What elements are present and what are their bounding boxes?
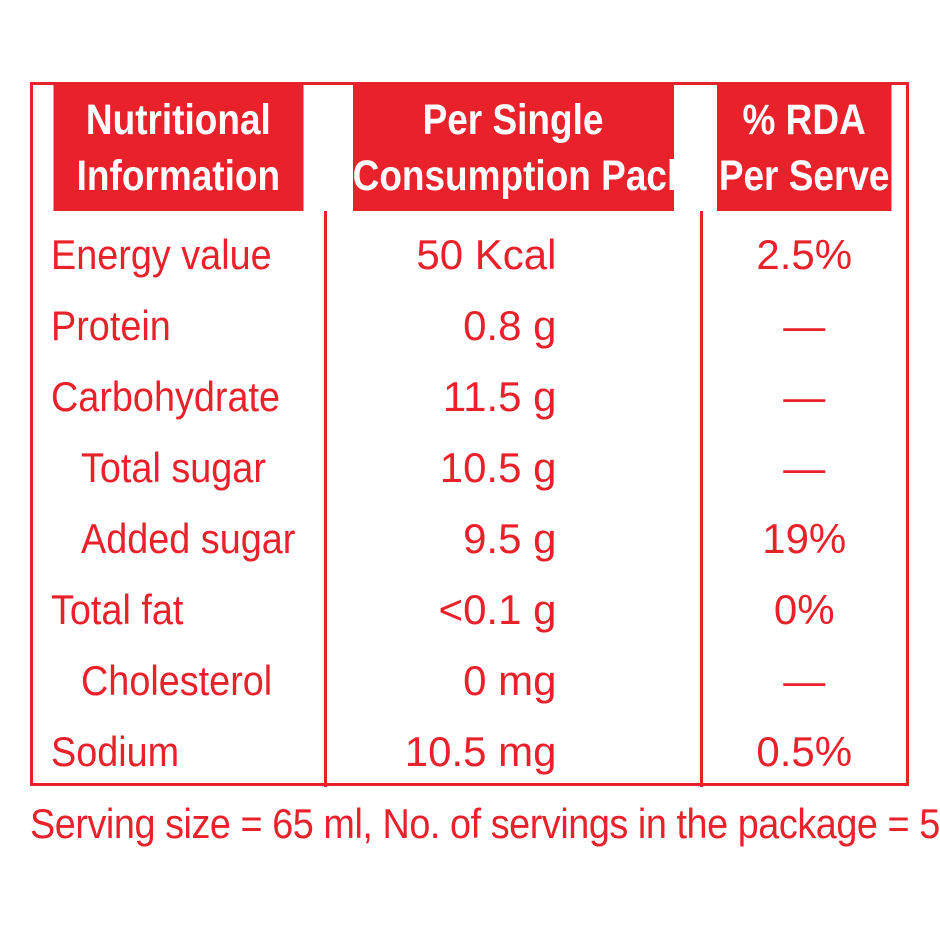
nutrient-value-cell: 11.5 g xyxy=(325,361,703,432)
nutrient-label: Energy value xyxy=(51,230,272,278)
nutrient-rda: 2.5% xyxy=(756,230,853,278)
table-row: Protein 0.8 g — xyxy=(33,290,906,361)
table-row: Carbohydrate 11.5 g — xyxy=(33,361,906,432)
nutrient-value-cell: 9.5 g xyxy=(325,503,703,574)
header-line: Information xyxy=(76,152,281,200)
nutrient-value-cell: 0.8 g xyxy=(325,290,703,361)
nutrient-rda: — xyxy=(783,443,826,491)
table-row: Cholesterol 0 mg — xyxy=(33,645,906,716)
nutrient-value-cell: 10.5 g xyxy=(325,432,703,503)
nutrient-rda: — xyxy=(783,656,826,704)
nutrient-rda: — xyxy=(783,372,826,420)
nutrient-value: 50 Kcal xyxy=(416,230,557,278)
header-line: Consumption Pack xyxy=(352,152,688,200)
nutrient-label: Total fat xyxy=(51,585,184,633)
nutrient-label: Added sugar xyxy=(81,514,296,562)
nutrient-value-cell: 0 mg xyxy=(325,645,703,716)
nutrient-label: Protein xyxy=(51,301,171,349)
nutrient-name: Total sugar xyxy=(33,432,327,503)
nutrient-value-cell: 10.5 mg xyxy=(325,716,703,787)
table-row: Total sugar 10.5 g — xyxy=(33,432,906,503)
nutrient-value: 10.5 g xyxy=(439,443,557,491)
nutrient-value: 9.5 g xyxy=(463,514,557,562)
nutrient-value: 0.8 g xyxy=(463,301,557,349)
nutrient-name: Sodium xyxy=(33,716,327,787)
nutrient-label: Sodium xyxy=(51,727,180,775)
header-line: Per Single xyxy=(422,96,604,144)
serving-size-note: Serving size = 65 ml, No. of servings in… xyxy=(30,800,940,848)
nutrient-value: 0 mg xyxy=(463,656,557,704)
nutrient-value-cell: 50 Kcal xyxy=(325,211,703,290)
header-line: % RDA xyxy=(742,96,866,144)
nutrient-name: Cholesterol xyxy=(33,645,327,716)
nutrient-label: Total sugar xyxy=(81,443,266,491)
nutrient-rda: 0% xyxy=(773,585,835,633)
nutrition-table: Nutritional Information Per Single Consu… xyxy=(30,82,909,787)
nutrient-value: 11.5 g xyxy=(442,372,557,420)
nutrient-name: Added sugar xyxy=(33,503,327,574)
table-row: Added sugar 9.5 g 19% xyxy=(33,503,906,574)
table-row: Sodium 10.5 mg 0.5% xyxy=(33,716,906,787)
table-row: Energy value 50 Kcal 2.5% xyxy=(33,211,906,290)
nutrient-rda: 19% xyxy=(762,514,847,562)
header-rda-per-serve: % RDA Per Serve xyxy=(715,85,892,211)
nutrient-value: <0.1 g xyxy=(438,585,557,633)
table-header-row: Nutritional Information Per Single Consu… xyxy=(33,85,906,211)
nutrient-name: Carbohydrate xyxy=(33,361,327,432)
nutrient-label: Cholesterol xyxy=(81,656,273,704)
table-row: Total fat <0.1 g 0% xyxy=(33,574,906,645)
header-per-single-pack: Per Single Consumption Pack xyxy=(351,85,688,211)
nutrient-rda: — xyxy=(783,301,826,349)
header-line: Nutritional xyxy=(85,96,271,144)
serving-size-text: Serving size = 65 ml, No. of servings in… xyxy=(30,800,940,847)
nutrient-rda: 0.5% xyxy=(756,727,853,775)
nutrient-name: Energy value xyxy=(33,211,327,290)
header-nutritional-information: Nutritional Information xyxy=(53,85,306,211)
nutrient-label: Carbohydrate xyxy=(51,372,281,420)
header-line: Per Serve xyxy=(718,152,890,200)
nutrition-table-grid: Nutritional Information Per Single Consu… xyxy=(33,85,906,787)
nutrient-name: Protein xyxy=(33,290,327,361)
nutrient-value: 10.5 mg xyxy=(404,727,557,775)
nutrient-value-cell: <0.1 g xyxy=(325,574,703,645)
nutrient-name: Total fat xyxy=(33,574,327,645)
